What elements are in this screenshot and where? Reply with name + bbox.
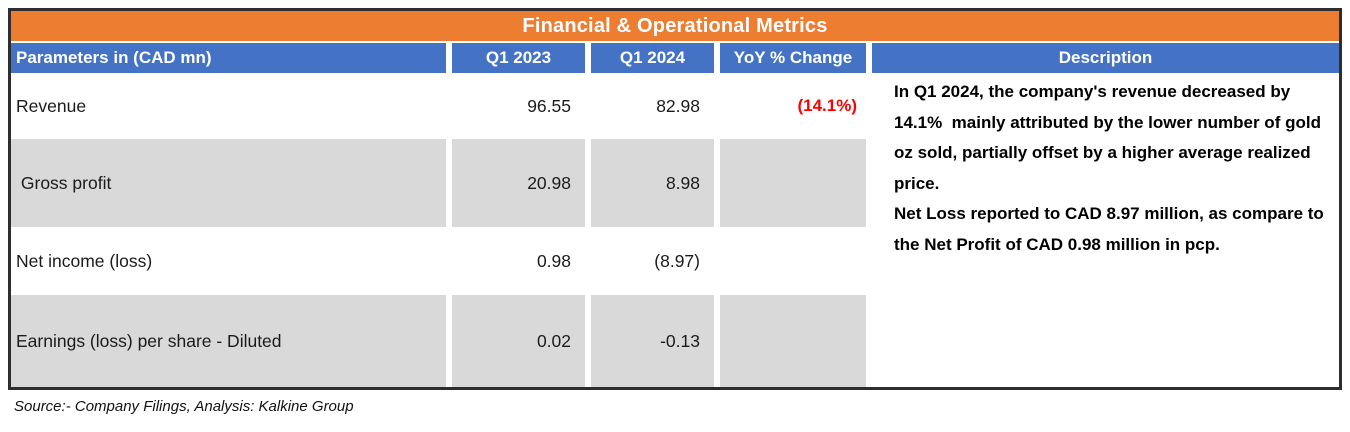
row-net-income-yoy-change bbox=[720, 227, 866, 295]
col-header-yoy-change: YoY % Change bbox=[720, 43, 866, 73]
row-revenue-label: Revenue bbox=[16, 95, 87, 116]
table-header-row: Parameters in (CAD mn) Q1 2023 Q1 2024 Y… bbox=[11, 43, 1339, 73]
row-eps-diluted-yoy-change bbox=[720, 295, 866, 387]
description-cell: In Q1 2024, the company's revenue decrea… bbox=[872, 73, 1339, 387]
row-revenue-q1-2023: 96.55 bbox=[527, 95, 571, 116]
row-net-income-q1-2024: (8.97) bbox=[654, 250, 700, 271]
row-revenue-q1-2024: 82.98 bbox=[656, 95, 700, 116]
description-paragraph-1: In Q1 2024, the company's revenue decrea… bbox=[894, 82, 1326, 193]
financial-metrics-table: Financial & Operational Metrics Paramete… bbox=[8, 8, 1342, 390]
row-gross-profit-label: Gross profit bbox=[11, 139, 446, 227]
row-eps-diluted-q1-2023: 0.02 bbox=[452, 295, 585, 387]
row-net-income-label: Net income (loss) bbox=[16, 250, 153, 271]
table-title-bar: Financial & Operational Metrics bbox=[11, 11, 1339, 41]
col-header-description: Description bbox=[872, 43, 1339, 73]
table-body: In Q1 2024, the company's revenue decrea… bbox=[11, 73, 1339, 387]
row-gross-profit-yoy-change bbox=[720, 139, 866, 227]
col-header-parameters: Parameters in (CAD mn) bbox=[11, 43, 446, 73]
description-paragraph-2: Net Loss reported to CAD 8.97 million, a… bbox=[894, 204, 1329, 254]
source-note: Source:- Company Filings, Analysis: Kalk… bbox=[14, 398, 354, 415]
col-header-q1-2024: Q1 2024 bbox=[591, 43, 714, 73]
row-revenue-yoy-change: (14.1%) bbox=[797, 96, 857, 115]
row-gross-profit-q1-2023: 20.98 bbox=[452, 139, 585, 227]
row-net-income-q1-2023: 0.98 bbox=[536, 250, 571, 271]
row-gross-profit-q1-2024: 8.98 bbox=[591, 139, 714, 227]
row-eps-diluted-q1-2024: -0.13 bbox=[591, 295, 714, 387]
col-header-q1-2023: Q1 2023 bbox=[452, 43, 585, 73]
row-eps-diluted-label: Earnings (loss) per share - Diluted bbox=[11, 295, 446, 387]
table-title: Financial & Operational Metrics bbox=[522, 14, 828, 37]
